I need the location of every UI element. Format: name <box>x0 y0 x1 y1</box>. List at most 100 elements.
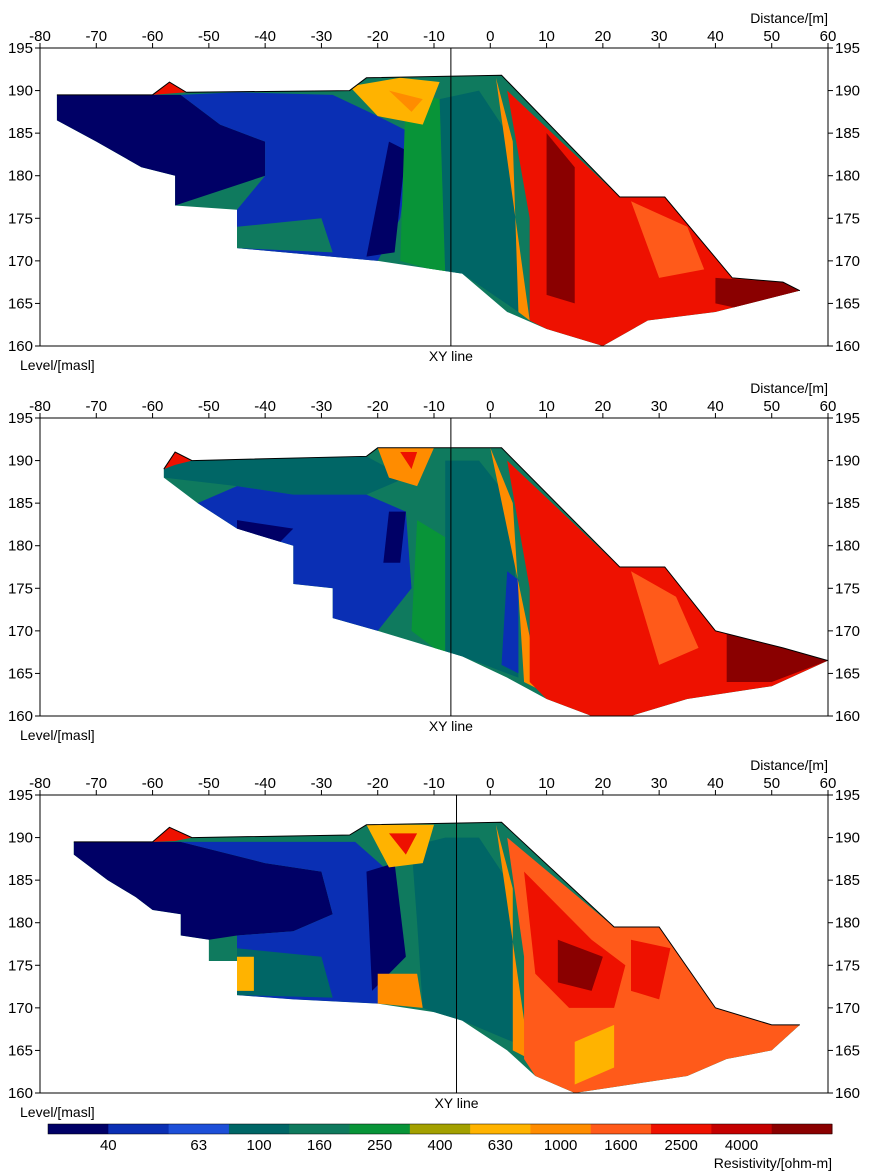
resistivity-zone-2 <box>197 486 412 631</box>
resistivity-zone-10 <box>495 824 530 1059</box>
ground-surface-line <box>56 74 801 292</box>
x-tick-label: -40 <box>254 28 276 45</box>
resistivity-zone-2 <box>180 92 412 261</box>
colorbar-tick-label: 250 <box>367 1137 392 1154</box>
x-tick-label: 60 <box>820 28 837 45</box>
colorbar-swatch <box>108 1124 170 1134</box>
y-tick-label-left: 165 <box>8 295 33 312</box>
x-tick-label: -40 <box>254 398 276 415</box>
y-tick-label-left: 170 <box>8 1000 33 1017</box>
y-tick-label-right: 180 <box>835 538 860 555</box>
x-tick-label: -30 <box>311 28 333 45</box>
x-tick-label: 0 <box>486 28 494 45</box>
y-tick-label-right: 170 <box>835 623 860 640</box>
x-tick-label: 50 <box>763 398 780 415</box>
y-tick-label-left: 180 <box>8 915 33 932</box>
x-tick-label: 60 <box>820 398 837 415</box>
resistivity-zone-8 <box>388 90 423 112</box>
x-tick-label: -60 <box>142 28 164 45</box>
y-tick-label-left: 170 <box>8 253 33 270</box>
colorbar-frame <box>47 1123 833 1135</box>
resistivity-zone-12 <box>546 133 575 304</box>
resistivity-zone-5 <box>237 956 254 991</box>
colorbar-tick-label: 400 <box>427 1137 452 1154</box>
y-tick-label-left: 185 <box>8 125 33 142</box>
resistivity-zone-15 <box>574 1024 615 1085</box>
resistivity-zone-14 <box>631 939 671 1000</box>
colorbar-swatch <box>651 1124 712 1134</box>
y-tick-label-right: 190 <box>835 453 860 470</box>
x-tick-label: -70 <box>85 28 107 45</box>
y-tick-label-left: 195 <box>8 410 33 427</box>
resistivity-zone-9 <box>152 82 187 95</box>
resistivity-zone-2 <box>152 841 401 1004</box>
x-tick-label: -40 <box>254 775 276 792</box>
colorbar-swatch <box>48 1124 109 1134</box>
x-tick-label: -10 <box>423 398 445 415</box>
y-tick-label-right: 180 <box>835 915 860 932</box>
y-tick-label-right: 160 <box>835 1085 860 1102</box>
y-tick-label-left: 190 <box>8 830 33 847</box>
x-tick-label: -50 <box>198 775 220 792</box>
y-tick-label-left: 170 <box>8 623 33 640</box>
x-tick-label: 0 <box>486 398 494 415</box>
resistivity-zone-8 <box>377 447 434 487</box>
y-tick-label-right: 170 <box>835 253 860 270</box>
section-panel-2: -80 -70 -60 -50 -40 -30 -20 -10 0 10 20 30 40 50 60195… <box>8 380 860 743</box>
x-tick-label: 30 <box>651 398 668 415</box>
colorbar-tick-label: 1000 <box>544 1137 577 1154</box>
section-body <box>56 75 800 346</box>
y-tick-label-right: 165 <box>835 295 860 312</box>
x-tick-label: 20 <box>595 775 612 792</box>
section-body <box>163 447 828 716</box>
x-axis-label: Distance/[m] <box>750 380 828 396</box>
y-tick-label-right: 185 <box>835 125 860 142</box>
resistivity-zone-12 <box>631 571 699 665</box>
resistivity-zone-13 <box>557 939 603 991</box>
x-tick-label: 20 <box>595 398 612 415</box>
x-tick-label: -10 <box>423 775 445 792</box>
y-tick-label-left: 190 <box>8 453 33 470</box>
colorbar-swatch <box>470 1124 531 1134</box>
y-tick-label-left: 175 <box>8 957 33 974</box>
x-tick-label: 40 <box>707 398 724 415</box>
resistivity-zone-6 <box>439 90 519 312</box>
colorbar-tick-label: 2500 <box>665 1137 698 1154</box>
section-panel-3: -80 -70 -60 -50 -40 -30 -20 -10 0 10 20 30 40 50 60195… <box>8 757 860 1120</box>
colorbar-tick-label: 4000 <box>725 1137 758 1154</box>
resistivity-zone-4 <box>237 218 333 253</box>
resistivity-colorbar: 40 63 100 160 250 400 630 1000 1600 2500 4000Resis… <box>47 1123 833 1171</box>
y-tick-label-right: 195 <box>835 410 860 427</box>
colorbar-swatch <box>349 1124 411 1134</box>
y-tick-label-right: 165 <box>835 1042 860 1059</box>
resistivity-zone-14 <box>715 277 800 312</box>
resistivity-zone-10 <box>495 77 530 321</box>
section-panel-1: -80 -70 -60 -50 -40 -30 -20 -10 0 10 20 30 40 50 60195… <box>8 10 860 373</box>
x-axis-label: Distance/[m] <box>750 10 828 26</box>
x-tick-label: -60 <box>142 398 164 415</box>
y-tick-label-left: 180 <box>8 538 33 555</box>
y-tick-label-left: 175 <box>8 210 33 227</box>
x-tick-label: 30 <box>651 28 668 45</box>
colorbar-tick-label: 100 <box>247 1137 272 1154</box>
resistivity-zone-12 <box>524 871 626 1008</box>
colorbar-tick-label: 1600 <box>604 1137 637 1154</box>
colorbar-swatch <box>228 1124 290 1134</box>
colorbar-tick-label: 63 <box>190 1137 207 1154</box>
resistivity-zone-5 <box>400 90 446 274</box>
y-tick-label-left: 160 <box>8 708 33 725</box>
x-tick-label: 50 <box>763 775 780 792</box>
x-tick-label: 20 <box>595 28 612 45</box>
y-axis-label: Level/[masl] <box>20 1104 95 1120</box>
resistivity-zone-16 <box>152 827 192 842</box>
x-tick-label: -60 <box>142 775 164 792</box>
x-tick-label: 10 <box>538 398 555 415</box>
resistivity-zone-9 <box>388 833 418 855</box>
resistivity-zone-10 <box>490 447 541 691</box>
y-tick-label-right: 175 <box>835 210 860 227</box>
y-tick-label-left: 190 <box>8 83 33 100</box>
resistivity-zone-1 <box>56 94 266 206</box>
y-tick-label-left: 165 <box>8 1042 33 1059</box>
y-tick-label-right: 190 <box>835 830 860 847</box>
